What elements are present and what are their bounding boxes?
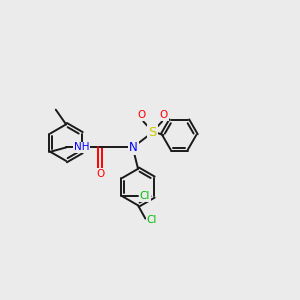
Text: O: O [160,110,168,120]
Text: O: O [96,169,104,179]
Text: Cl: Cl [140,191,150,201]
Text: S: S [148,125,157,139]
Text: N: N [129,141,138,154]
Text: NH: NH [74,142,89,152]
Text: O: O [137,110,146,120]
Text: Cl: Cl [147,215,157,225]
